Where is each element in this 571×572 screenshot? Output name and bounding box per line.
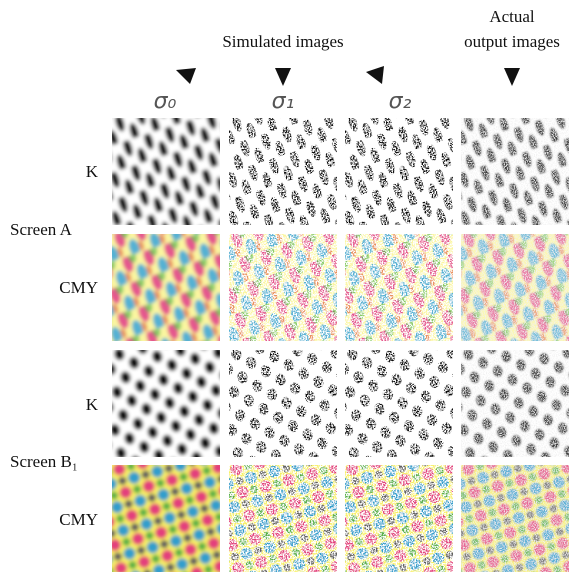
image — [455, 459, 571, 572]
image-panel — [455, 228, 571, 347]
image-panel — [455, 112, 571, 231]
row-label: CMY — [59, 278, 98, 297]
image — [455, 112, 571, 231]
arrow — [366, 66, 384, 84]
image — [223, 228, 343, 347]
row-label: CMY — [59, 510, 98, 529]
image-panel — [339, 459, 459, 572]
image — [339, 228, 459, 347]
image-panel — [223, 459, 343, 572]
row-label: K — [86, 162, 99, 181]
image — [106, 228, 226, 347]
figure: Simulated images Actual output images σ₀… — [0, 0, 571, 572]
image-panel — [223, 112, 343, 231]
image-panel — [339, 228, 459, 347]
image-panel — [106, 344, 226, 463]
image — [339, 344, 459, 463]
image-grid — [106, 112, 571, 572]
arrow — [504, 68, 520, 86]
screen-label: Screen A — [10, 220, 73, 239]
header-actual: Actual — [489, 7, 535, 26]
image-panel — [455, 459, 571, 572]
image — [455, 344, 571, 463]
arrow — [176, 68, 196, 84]
row-label: K — [86, 395, 99, 414]
image — [223, 344, 343, 463]
image — [223, 112, 343, 231]
image-panel — [106, 112, 226, 231]
header-simulated: Simulated images — [222, 32, 343, 51]
image — [106, 344, 226, 463]
image — [339, 112, 459, 231]
header-actual: output images — [464, 32, 560, 51]
image-panel — [455, 344, 571, 463]
image — [339, 459, 459, 572]
image-panel — [339, 112, 459, 231]
sigma-label: σ₀ — [154, 89, 177, 114]
image — [455, 228, 571, 347]
image-panel — [106, 228, 226, 347]
image-panel — [339, 344, 459, 463]
sigma-label: σ₁ — [272, 89, 295, 114]
image-panel — [223, 344, 343, 463]
image — [106, 459, 226, 572]
image — [106, 112, 226, 231]
arrow — [275, 68, 291, 86]
image-panel — [223, 228, 343, 347]
screen-label: Screen B₁ — [10, 452, 78, 471]
image — [223, 459, 343, 572]
image-panel — [106, 459, 226, 572]
sigma-label: σ₂ — [389, 89, 412, 114]
